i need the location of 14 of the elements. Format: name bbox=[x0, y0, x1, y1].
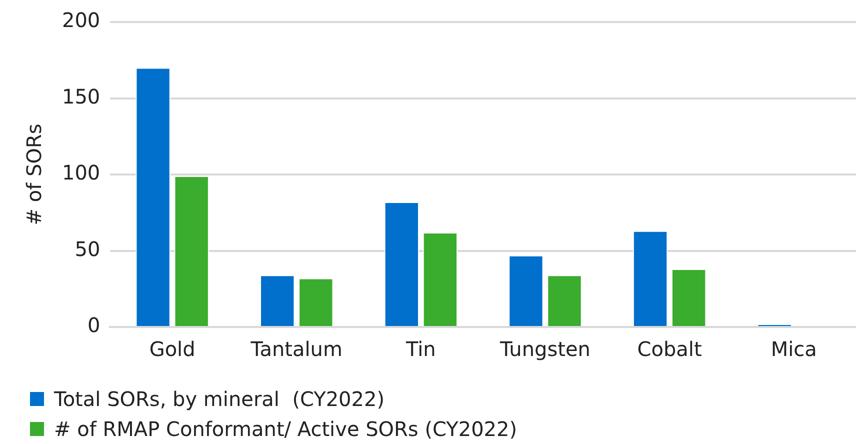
y-tick-label: 50 bbox=[74, 236, 100, 261]
y-tick-label: 150 bbox=[62, 84, 100, 108]
x-tick-label: Mica bbox=[770, 337, 817, 362]
x-tick-label: Tungsten bbox=[499, 337, 590, 362]
x-tick-label: Gold bbox=[149, 337, 196, 362]
y-tick-label: 200 bbox=[62, 8, 100, 32]
legend-label: Total SORs, by mineral (CY2022) bbox=[54, 387, 385, 411]
y-axis-title: # of SORs bbox=[22, 124, 46, 226]
x-tick-label: Tantalum bbox=[250, 337, 342, 362]
x-tick-label: Tin bbox=[405, 337, 436, 362]
x-tick-label: Cobalt bbox=[637, 337, 702, 362]
y-tick-label: 0 bbox=[87, 313, 100, 338]
legend-label: # of RMAP Conformant/ Active SORs (CY2022) bbox=[54, 417, 518, 441]
y-tick-label: 100 bbox=[62, 160, 100, 185]
